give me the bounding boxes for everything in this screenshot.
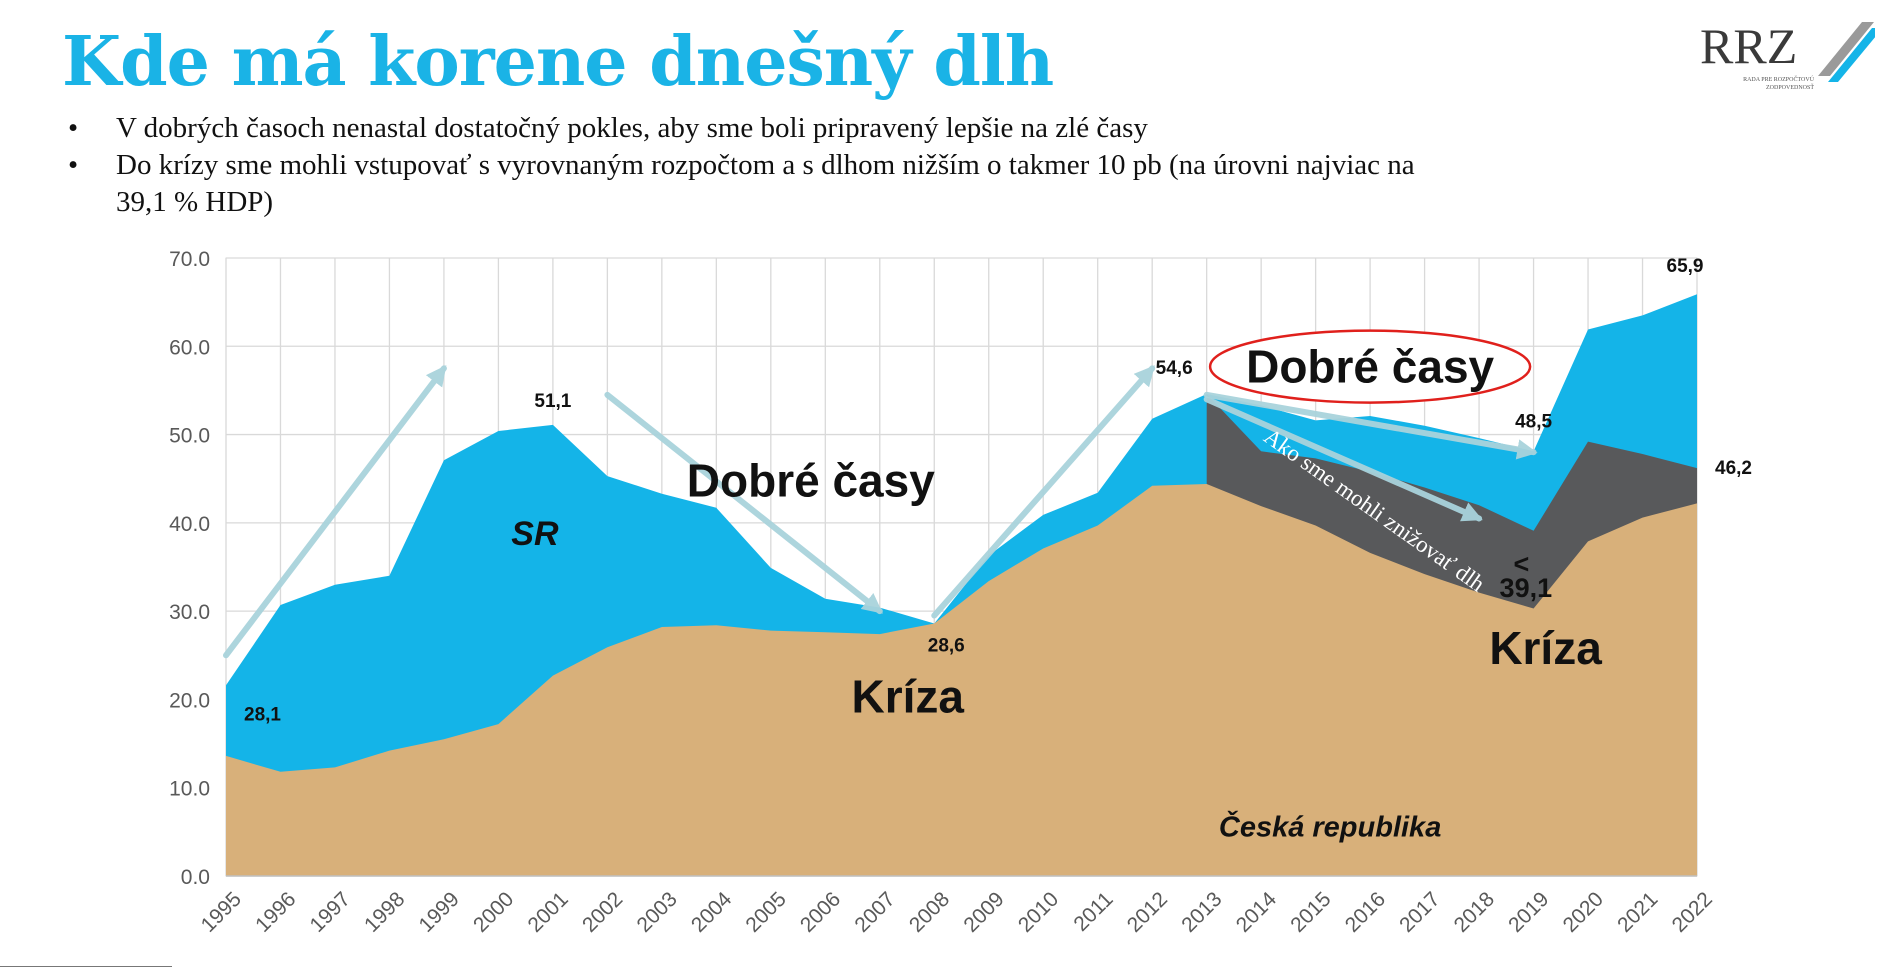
- x-tick-label: 1995: [197, 888, 246, 937]
- logo-slash-icon: [1818, 22, 1875, 82]
- sr-series-label: SR: [511, 515, 559, 553]
- x-tick-label: 2008: [905, 888, 954, 937]
- trend-arrow: [931, 365, 1156, 619]
- y-tick-label: 40.0: [169, 513, 210, 536]
- x-tick-label: 2010: [1014, 888, 1063, 937]
- x-tick-label: 2009: [959, 888, 1008, 937]
- x-tick-label: 2018: [1450, 888, 1499, 937]
- x-tick-label: 2004: [687, 887, 737, 937]
- crisis-label-2: Kríza: [1489, 622, 1602, 674]
- x-tick-label: 2022: [1668, 888, 1717, 937]
- logo-subtitle: RADA PRE ROZPOČTOVÚ ZODPOVEDNOSŤ: [1702, 76, 1814, 92]
- logo-subtitle-line2: ZODPOVEDNOSŤ: [1766, 85, 1814, 91]
- x-tick-label: 2012: [1123, 888, 1172, 937]
- cz-series-label: Česká republika: [1219, 809, 1441, 843]
- x-tick-label: 2017: [1395, 888, 1444, 937]
- series-cz-area: [226, 484, 1697, 876]
- highlight-ellipse: [1208, 329, 1532, 404]
- good-times-label-2: Dobré časy: [1246, 341, 1494, 393]
- x-tick-label: 2019: [1504, 888, 1553, 937]
- y-tick-label: 10.0: [169, 778, 210, 801]
- x-tick-label: 1996: [251, 888, 300, 937]
- y-tick-label: 70.0: [169, 248, 210, 271]
- y-tick-label: 50.0: [169, 425, 210, 448]
- x-tick-label: 2007: [850, 888, 899, 937]
- x-tick-label: 2000: [469, 888, 518, 937]
- trend-arrow: [1203, 396, 1483, 522]
- y-tick-label: 60.0: [169, 336, 210, 359]
- data-label: 48,5: [1515, 411, 1552, 432]
- x-tick-label: 1997: [306, 888, 355, 937]
- data-label: <: [1514, 549, 1530, 579]
- x-tick-label: 2006: [796, 888, 845, 937]
- trend-arrow: [223, 365, 447, 659]
- x-tick-label: 2015: [1286, 888, 1335, 937]
- bullet-list: V dobrých časoch nenastal dostatočný pok…: [66, 110, 1466, 221]
- x-tick-label: 2011: [1069, 888, 1117, 936]
- data-label: 39,1: [1500, 573, 1553, 603]
- y-tick-label: 20.0: [169, 689, 210, 712]
- x-tick-label: 2003: [632, 888, 681, 937]
- trend-arrow: [1203, 391, 1538, 460]
- y-tick-label: 30.0: [169, 601, 210, 624]
- data-label: 28,6: [928, 636, 965, 657]
- data-label: 51,1: [534, 391, 571, 412]
- logo-subtitle-line1: RADA PRE ROZPOČTOVÚ: [1743, 77, 1814, 83]
- good-times-label-1: Dobré časy: [687, 454, 935, 506]
- data-label: 28,1: [244, 704, 281, 725]
- y-tick-label: 0.0: [181, 866, 210, 889]
- x-tick-label: 2020: [1559, 888, 1608, 937]
- data-label: 46,2: [1715, 458, 1752, 479]
- x-tick-label: 1999: [415, 888, 464, 937]
- footer-line: [0, 966, 172, 967]
- x-tick-label: 2016: [1341, 888, 1390, 937]
- rrz-logo: RRZ RADA PRE ROZPOČTOVÚ ZODPOVEDNOSŤ: [1700, 14, 1875, 94]
- x-tick-label: 2013: [1177, 888, 1226, 937]
- crisis-label-1: Kríza: [852, 671, 965, 723]
- logo-text: RRZ: [1700, 18, 1798, 74]
- x-tick-label: 2001: [524, 888, 573, 937]
- x-tick-label: 2014: [1232, 887, 1282, 937]
- trend-arrow: [604, 391, 883, 615]
- x-tick-label: 2002: [578, 888, 627, 937]
- x-tick-label: 2021: [1613, 888, 1662, 937]
- x-tick-label: 2005: [741, 888, 790, 937]
- data-label: 65,9: [1667, 256, 1704, 277]
- page-title: Kde má korene dnešný dlh: [62, 22, 1054, 102]
- bullet-item: Do krízy sme mohli vstupovať s vyrovnaný…: [66, 147, 1466, 221]
- data-label: 54,6: [1156, 358, 1193, 379]
- bullet-item: V dobrých časoch nenastal dostatočný pok…: [66, 110, 1466, 147]
- x-tick-label: 1998: [360, 888, 409, 937]
